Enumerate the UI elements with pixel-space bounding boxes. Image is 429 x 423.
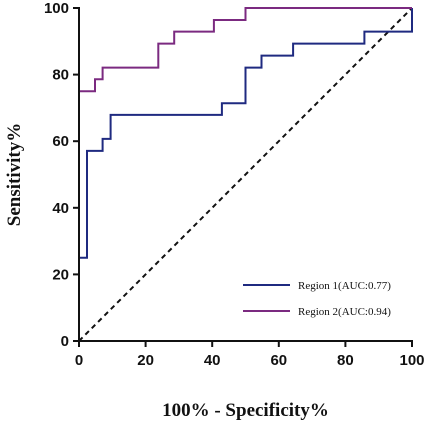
x-tick-label: 80	[337, 352, 354, 369]
plot-area: 0 20 40 60 80 100 0 20 40 60 80 100	[44, 0, 425, 369]
reference-diagonal-line	[78, 7, 413, 342]
y-tick-label: 80	[52, 67, 69, 84]
y-tick-label: 100	[44, 0, 69, 17]
legend: Region 1(AUC:0.77) Region 2(AUC:0.94)	[243, 280, 391, 318]
series-line-region-2	[78, 7, 412, 341]
x-tick-label: 0	[75, 352, 83, 369]
y-tick-label: 60	[52, 133, 69, 150]
legend-label-region-1: Region 1(AUC:0.77)	[298, 280, 391, 292]
y-tick-label: 40	[52, 200, 69, 217]
x-tick-label: 40	[204, 352, 221, 369]
x-tick-label: 60	[270, 352, 287, 369]
y-tick-label: 20	[52, 266, 69, 283]
x-axis-title: 100% - Specificity%	[162, 400, 329, 421]
x-axis-ticks: 0 20 40 60 80 100	[75, 341, 425, 369]
x-tick-label: 100	[399, 352, 424, 369]
y-axis-title: Sensitivity%	[4, 123, 25, 226]
y-axis-ticks: 0 20 40 60 80 100	[44, 0, 79, 350]
y-tick-label: 0	[61, 333, 69, 350]
x-tick-label: 20	[137, 352, 154, 369]
series-group	[78, 7, 413, 341]
series-line-region-1	[78, 8, 413, 341]
legend-label-region-2: Region 2(AUC:0.94)	[298, 306, 391, 318]
